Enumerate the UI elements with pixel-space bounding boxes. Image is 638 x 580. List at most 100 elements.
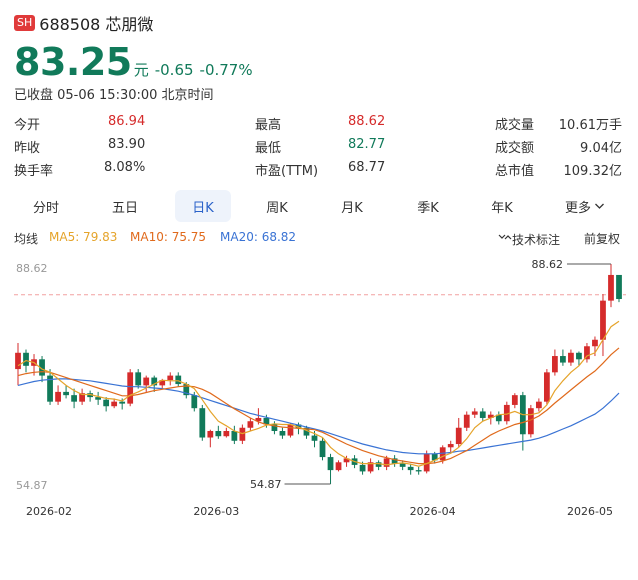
stock-header: SH 688508 芯朋微: [14, 12, 153, 34]
market-status: 已收盘 05-06 15:30:00 北京时间: [14, 88, 214, 103]
candle-body: [87, 393, 94, 398]
candle-body: [560, 356, 566, 363]
ma5-line: [17, 320, 620, 467]
period-tabs: 分时 五日 日K 周K 月K 季K 年K 更多: [0, 190, 638, 222]
high-value: 88.62: [348, 114, 386, 129]
stock-code-name: 688508 芯朋微: [39, 15, 154, 34]
low-label: 最低: [255, 141, 282, 156]
tab-quarterly-k[interactable]: 季K: [400, 190, 456, 222]
tab-daily-k[interactable]: 日K: [175, 190, 231, 222]
candle-body: [175, 375, 182, 385]
candle-body: [487, 414, 494, 418]
ma20-line: [17, 378, 620, 455]
candle-body: [295, 424, 302, 428]
amount-value: 9.04亿: [580, 141, 622, 156]
candle-body: [495, 414, 502, 422]
tab-label: 季K: [417, 200, 439, 216]
low-annotation: 54.87: [250, 478, 282, 491]
candle-body: [543, 372, 550, 402]
candle-body: [159, 380, 166, 386]
candle-body: [79, 393, 85, 402]
candle-body: [71, 395, 77, 402]
candle-body: [367, 462, 374, 472]
candle-body: [239, 427, 246, 441]
stats-row: 昨收 83.90 最低 82.77 成交额 9.04亿: [14, 134, 626, 157]
volume-label: 成交量: [495, 118, 535, 133]
pe-label: 市盈(TTM): [255, 164, 319, 179]
candle-body: [207, 431, 214, 438]
tab-more[interactable]: 更多: [555, 190, 615, 222]
candle-body: [447, 444, 454, 448]
candle-body: [335, 462, 342, 471]
candle-body: [479, 411, 486, 418]
candle-body: [287, 424, 294, 436]
candle-body: [423, 453, 430, 472]
candle-body: [343, 458, 350, 463]
candle-body: [127, 372, 134, 404]
candle-body: [191, 395, 198, 409]
candle-body: [151, 377, 158, 386]
ma20-value: MA20: 68.82: [220, 230, 297, 244]
candle-body: [55, 391, 61, 402]
volume-value: 10.61万手: [558, 118, 622, 133]
candle-body: [535, 401, 542, 409]
market-cap-value: 109.32亿: [563, 164, 623, 179]
candle-body: [576, 352, 582, 360]
price-change-pct: -0.77%: [199, 61, 253, 79]
candle-body: [255, 417, 262, 422]
candle-body: [455, 427, 462, 445]
price-change: -0.65: [154, 61, 194, 79]
candle-body: [199, 408, 206, 438]
candle-body: [375, 462, 382, 467]
candle-body: [592, 339, 598, 347]
current-price: 83.25: [14, 40, 132, 84]
candle-body: [39, 359, 45, 376]
tab-label: 周K: [266, 200, 288, 216]
tab-five-day[interactable]: 五日: [97, 190, 153, 222]
adjust-toggle[interactable]: 前复权: [584, 232, 621, 246]
open-label: 今开: [14, 118, 41, 133]
candle-body: [552, 356, 558, 373]
candle-body: [279, 431, 286, 436]
tab-weekly-k[interactable]: 周K: [249, 190, 305, 222]
candle-body: [399, 463, 406, 467]
candle-body: [608, 274, 614, 301]
ma5-value: MA5: 79.83: [49, 230, 118, 244]
candle-body: [63, 391, 69, 396]
exchange-badge: SH: [14, 15, 36, 31]
amount-label: 成交额: [495, 141, 535, 156]
candle-body: [431, 453, 438, 461]
candle-body: [527, 408, 534, 435]
tab-monthly-k[interactable]: 月K: [324, 190, 380, 222]
candle-body: [247, 421, 254, 428]
candle-body: [167, 375, 174, 381]
tab-label: 分时: [32, 200, 59, 216]
candle-body: [415, 470, 422, 472]
candle-body: [15, 352, 21, 370]
open-value: 86.94: [108, 114, 146, 129]
tab-label: 月K: [341, 200, 363, 216]
candle-body: [23, 352, 29, 366]
candle-body: [263, 417, 270, 425]
stats-row: 今开 86.94 最高 88.62 成交量 10.61万手: [14, 111, 626, 134]
candle-body: [568, 352, 574, 363]
candle-body: [119, 401, 126, 404]
y-bottom-label: 54.87: [16, 479, 48, 492]
price-row: 83.25 元 -0.65 -0.77%: [14, 40, 253, 84]
tab-yearly-k[interactable]: 年K: [474, 190, 530, 222]
stats-panel: 今开 86.94 最高 88.62 成交量 10.61万手 昨收 83.90 最…: [14, 111, 626, 180]
turnover-value: 8.08%: [104, 160, 146, 175]
tech-annotation-toggle[interactable]: 技术标注: [498, 230, 560, 247]
candle-body: [407, 466, 414, 471]
candle-body: [271, 424, 278, 432]
candle-body: [359, 464, 366, 472]
candle-body: [584, 346, 590, 360]
candle-body: [463, 414, 470, 428]
candle-body: [503, 404, 510, 422]
prev-close-value: 83.90: [108, 137, 146, 152]
candlestick-chart[interactable]: 88.62 54.87 88.62 54.87 2026-02 2026-03 202…: [0, 250, 638, 530]
candle-body: [111, 401, 118, 407]
tab-intraday[interactable]: 分时: [18, 190, 74, 222]
ma-label: 均线: [14, 232, 39, 246]
low-value: 82.77: [348, 137, 386, 152]
